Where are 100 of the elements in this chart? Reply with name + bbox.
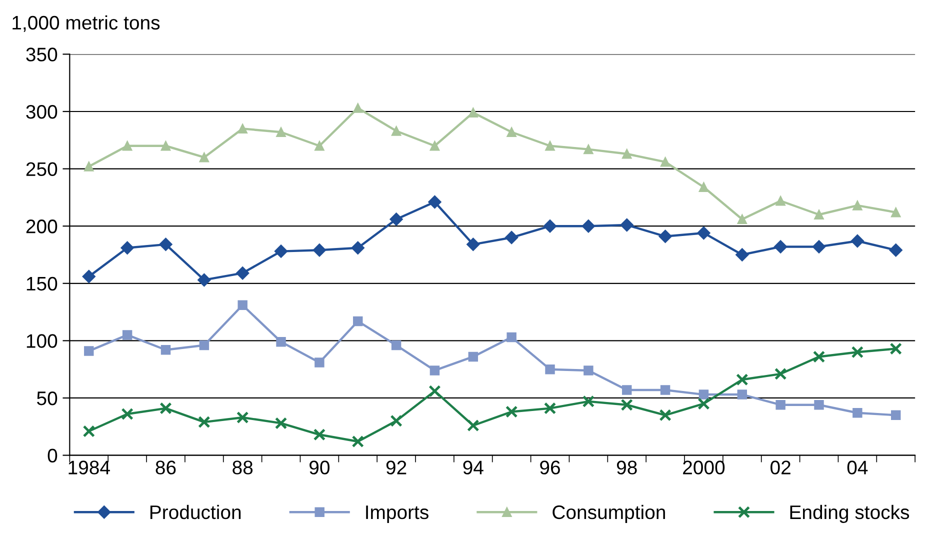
point (353, 103, 363, 113)
x-tick-label: 88 (232, 460, 253, 474)
point (198, 273, 211, 287)
y-tick-label: 150 (26, 276, 58, 291)
x-tick-label: 04 (847, 460, 868, 474)
point (774, 368, 787, 380)
point (353, 316, 363, 326)
point (84, 162, 94, 172)
point (312, 244, 326, 257)
point (159, 238, 172, 252)
point (698, 398, 710, 410)
point (582, 395, 595, 408)
point (467, 419, 480, 432)
x-tick-label: 94 (463, 460, 484, 474)
point (736, 248, 749, 262)
legend-label: Production (150, 504, 241, 520)
x-tick-label: 86 (156, 460, 176, 474)
point (737, 390, 748, 400)
x-tick-label: 98 (616, 460, 637, 474)
point (774, 240, 788, 254)
point (121, 408, 134, 420)
point (506, 332, 516, 342)
point (814, 400, 824, 410)
point (82, 425, 95, 438)
point (504, 230, 518, 244)
legend-label: Consumption (552, 504, 665, 523)
point (620, 218, 634, 232)
point (351, 241, 364, 254)
point (274, 244, 288, 258)
point (889, 244, 902, 257)
point (660, 157, 670, 167)
point (160, 344, 171, 355)
point (199, 340, 210, 350)
point (850, 234, 864, 248)
point (852, 200, 862, 210)
point (276, 127, 286, 137)
point (505, 406, 518, 418)
point (430, 141, 440, 151)
point (236, 411, 249, 424)
point (314, 358, 324, 368)
point (391, 126, 402, 136)
point (198, 416, 210, 428)
point (582, 220, 596, 233)
point (352, 435, 364, 448)
point (122, 330, 132, 340)
point (390, 414, 402, 428)
point (812, 240, 826, 254)
x-tick-label: 92 (386, 460, 406, 474)
y-tick-label: 300 (26, 104, 58, 119)
point (160, 141, 171, 151)
x-tick-label: 02 (770, 460, 790, 474)
point (274, 417, 288, 430)
y-tick-label: 50 (37, 391, 58, 406)
point (466, 238, 480, 252)
point (698, 390, 709, 400)
point (737, 214, 748, 224)
point (314, 141, 324, 151)
point (776, 400, 786, 410)
point (160, 402, 172, 414)
point (852, 408, 862, 418)
point (430, 366, 440, 376)
x-tick-label: 90 (310, 460, 330, 474)
point (120, 241, 134, 254)
point (390, 212, 403, 226)
point (199, 152, 210, 162)
point (122, 141, 132, 151)
point (736, 374, 748, 386)
point (814, 210, 824, 220)
point (468, 108, 478, 118)
point (276, 336, 286, 347)
point (812, 350, 826, 363)
point (238, 300, 248, 310)
point (890, 410, 901, 420)
point (622, 385, 632, 395)
point (890, 207, 901, 218)
point (84, 346, 94, 356)
point (545, 141, 555, 151)
x-tick-label: 96 (540, 460, 560, 474)
y-tick-label: 200 (26, 220, 58, 234)
y-axis-title: 1,000 metric tons (12, 15, 160, 32)
y-tick-label: 100 (26, 334, 58, 348)
point (890, 342, 902, 355)
point (506, 127, 516, 137)
point (584, 366, 594, 376)
point (697, 226, 710, 240)
point (428, 195, 442, 209)
point (313, 428, 326, 441)
point (236, 266, 250, 280)
point (658, 230, 672, 243)
point (545, 364, 555, 374)
point (238, 124, 248, 134)
y-tick-label: 250 (26, 162, 58, 176)
point (776, 196, 786, 206)
point (620, 398, 633, 411)
point (468, 352, 478, 362)
point (660, 385, 670, 395)
point (391, 340, 402, 350)
legend-label: Ending stocks (790, 504, 910, 523)
point (622, 149, 632, 159)
point (584, 144, 594, 154)
